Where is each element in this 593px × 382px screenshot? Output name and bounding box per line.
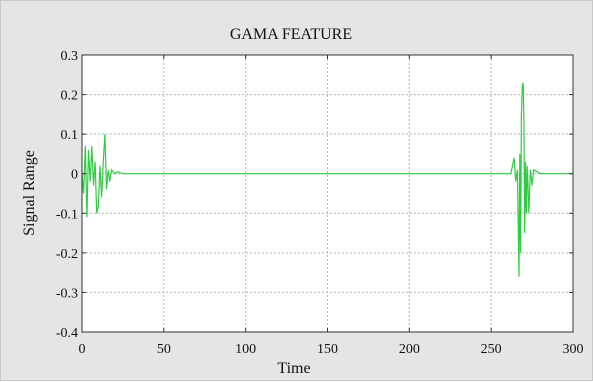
x-tick-label: 100 — [235, 342, 256, 357]
y-tick-label: -0.3 — [56, 286, 78, 301]
series-line — [81, 82, 573, 277]
series-layer — [81, 82, 573, 277]
ticks — [81, 54, 574, 333]
y-tick-label: -0.4 — [56, 326, 78, 341]
x-tick-label: 300 — [563, 342, 584, 357]
x-tick-label: 0 — [79, 342, 86, 357]
y-tick-label: 0 — [71, 168, 78, 183]
chart-title: GAMA FEATURE — [230, 26, 352, 43]
y-tick-label: 0.2 — [61, 89, 79, 104]
x-tick-label: 50 — [157, 342, 171, 357]
x-axis-label: Time — [277, 360, 310, 377]
x-tick-label: 150 — [317, 342, 338, 357]
y-tick-labels: 0.3 0.2 0.1 0 -0.1 -0.2 -0.3 -0.4 — [56, 49, 78, 341]
y-axis-label: Signal Range — [21, 150, 38, 236]
y-tick-label: -0.2 — [56, 247, 78, 262]
y-tick-label: 0.1 — [61, 128, 79, 143]
x-tick-label: 250 — [481, 342, 502, 357]
y-tick-label: -0.1 — [56, 207, 78, 222]
x-tick-labels: 0 50 100 150 200 250 300 — [79, 342, 584, 357]
plot-area — [82, 55, 573, 332]
x-tick-label: 200 — [399, 342, 420, 357]
y-tick-label: 0.3 — [61, 49, 79, 64]
